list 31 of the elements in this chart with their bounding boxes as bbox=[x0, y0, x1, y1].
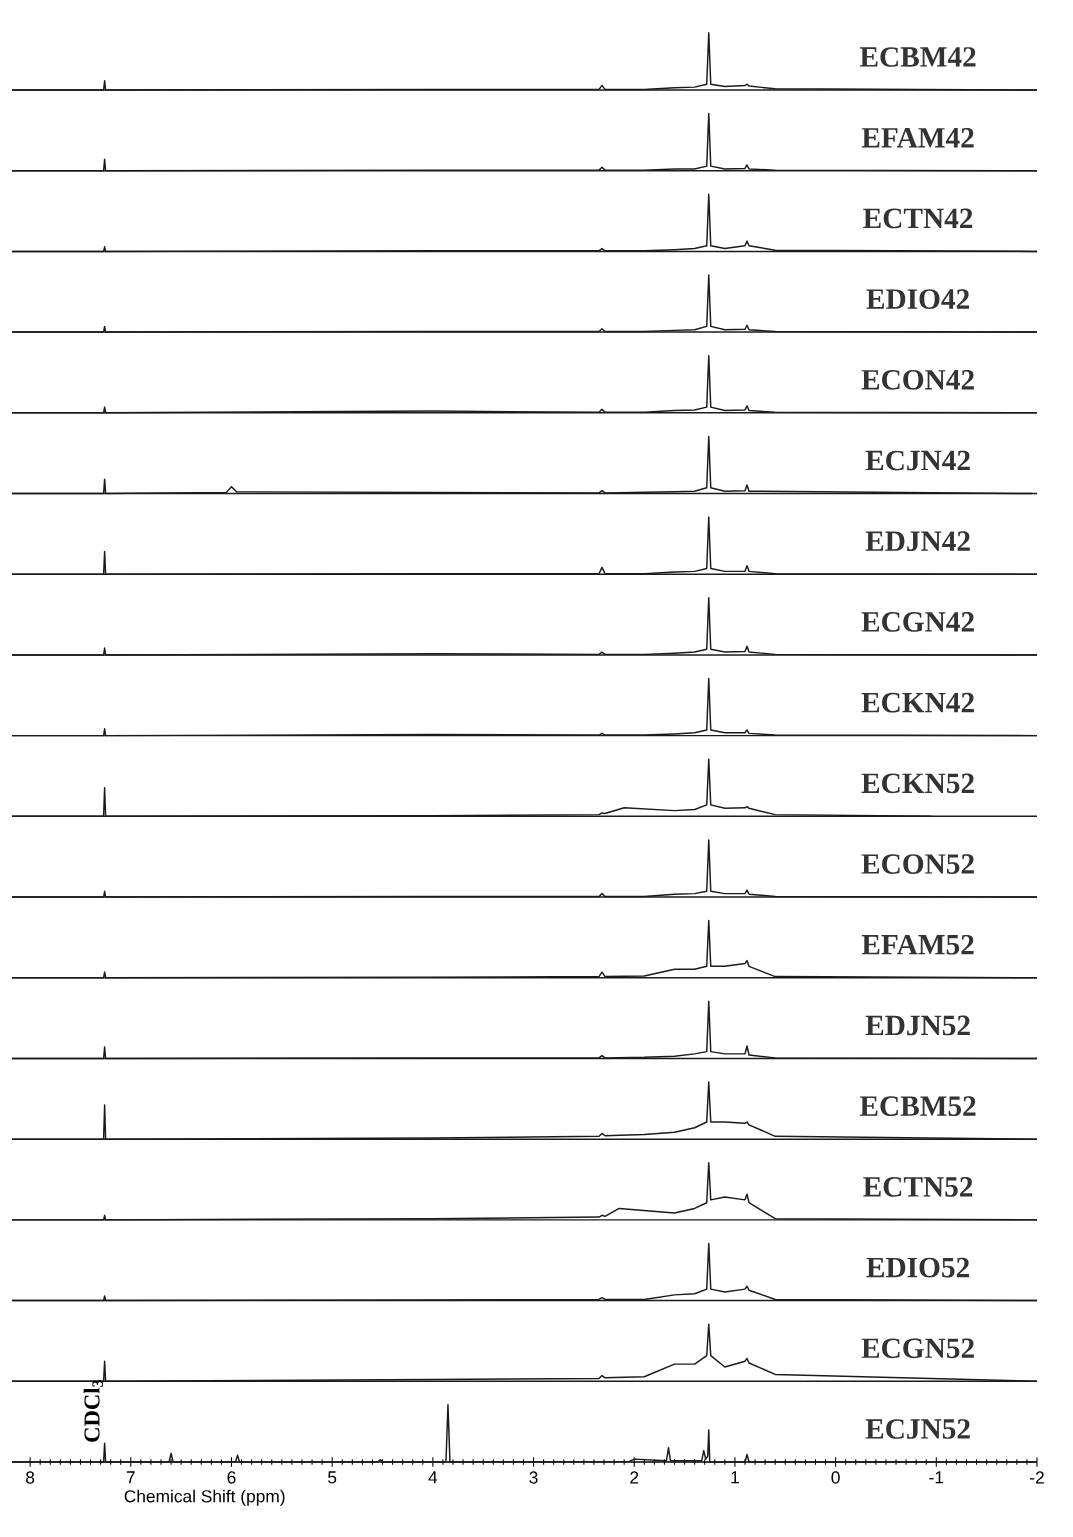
chart-title: ECBM42 bbox=[859, 47, 976, 67]
chart-title: ECKN52 bbox=[861, 773, 974, 794]
chart-title: EDJN52 bbox=[865, 1015, 970, 1036]
chart-title: ECJN52 bbox=[865, 1419, 970, 1439]
chart-title: ECGN52 bbox=[861, 1338, 974, 1359]
chart-title: ECGN42 bbox=[861, 612, 974, 632]
x-tick-label: -1 bbox=[929, 1471, 944, 1484]
x-tick-label: 2 bbox=[630, 1471, 639, 1484]
chart-title: ECTN52 bbox=[863, 1177, 973, 1197]
x-tick-label: 7 bbox=[126, 1471, 135, 1484]
chart-title: ECON52 bbox=[861, 854, 974, 874]
chart-title: EDIO52 bbox=[866, 1257, 969, 1278]
chart-title: ECBM52 bbox=[859, 1096, 976, 1117]
chart-title: EFAM52 bbox=[861, 934, 974, 955]
x-tick-label: 6 bbox=[227, 1471, 236, 1484]
chart-title: ECTN42 bbox=[863, 208, 973, 229]
chart-title: EDIO42 bbox=[866, 289, 969, 309]
x-tick-label: -2 bbox=[1030, 1471, 1044, 1484]
x-tick-label: 8 bbox=[26, 1471, 35, 1484]
x-axis-title: Chemical Shift (ppm) bbox=[124, 1489, 285, 1506]
x-tick-label: 5 bbox=[328, 1471, 337, 1484]
chart-title: ECON42 bbox=[861, 369, 974, 390]
x-tick-label: 1 bbox=[731, 1471, 739, 1484]
chart-title: ECKN42 bbox=[861, 692, 974, 713]
annotation: CDCl$_{3}$ bbox=[83, 1380, 104, 1442]
x-tick-label: 0 bbox=[831, 1471, 840, 1484]
x-tick-label: 3 bbox=[529, 1471, 538, 1484]
x-tick-label: 4 bbox=[428, 1471, 438, 1484]
chart-title: EFAM42 bbox=[861, 127, 974, 148]
chart-title: ECJN42 bbox=[865, 450, 970, 471]
chart-title: EDJN42 bbox=[865, 531, 970, 552]
